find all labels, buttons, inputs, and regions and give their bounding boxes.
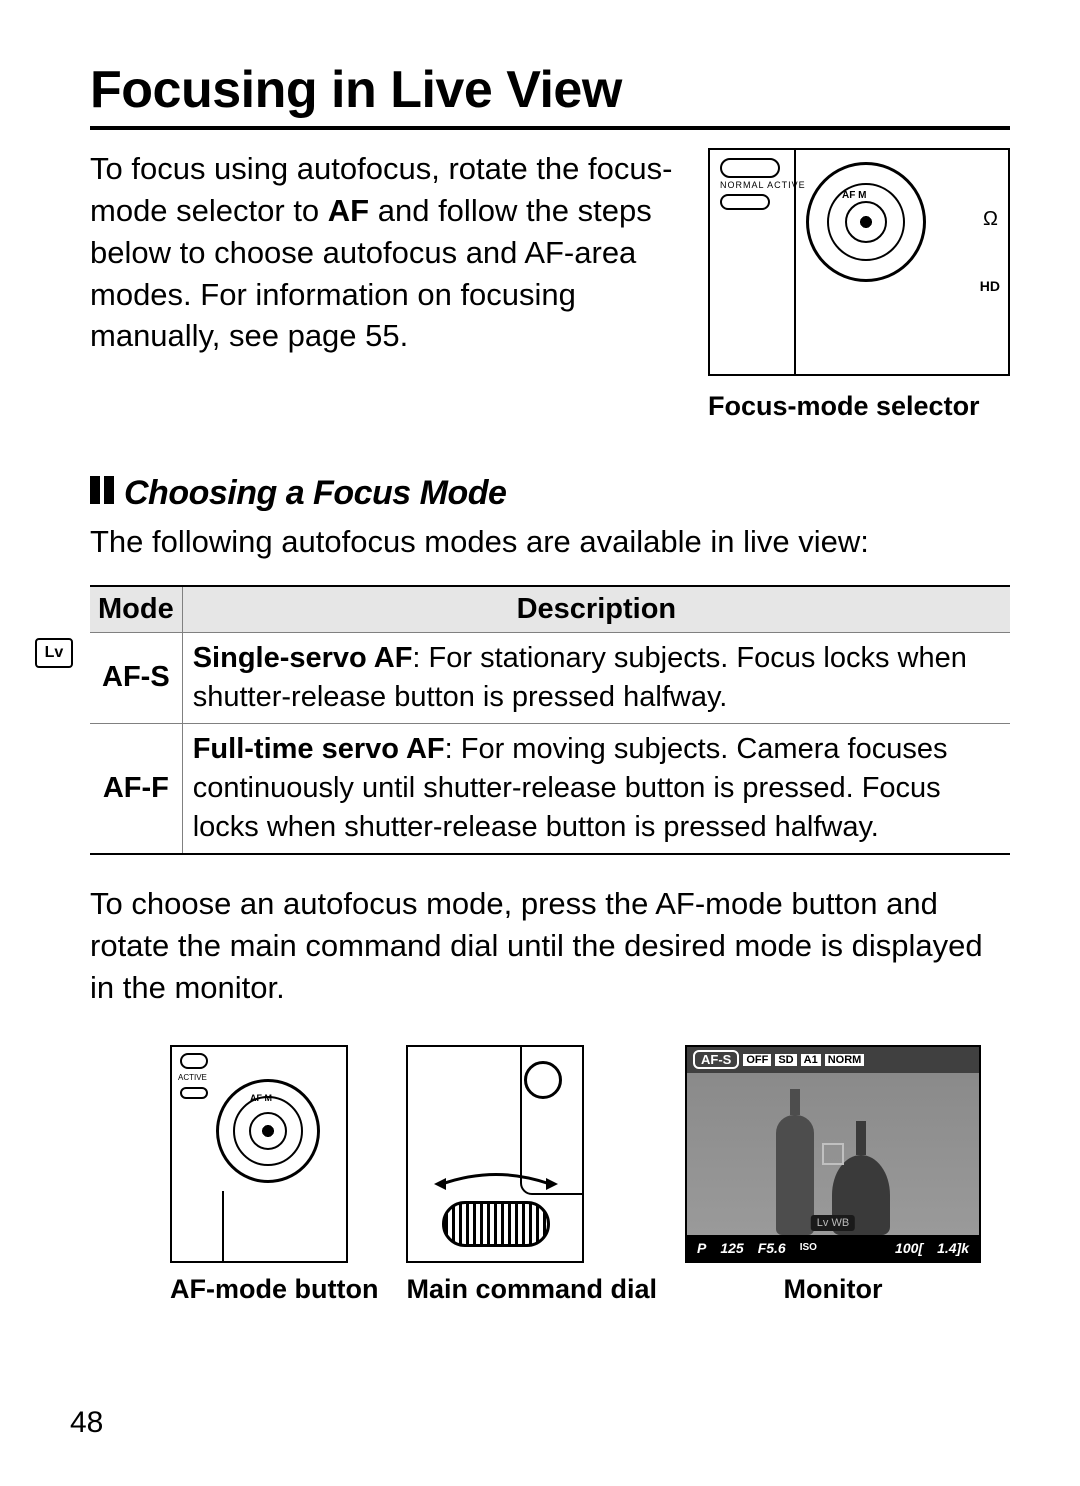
monitor-figure: AF-S OFF SD A1 NORM Lv WB P 125 F5.6 ISO bbox=[685, 1045, 981, 1307]
focus-modes-table: Mode Description AF-S Single-servo AF: F… bbox=[90, 585, 1010, 856]
monitor-aperture: F5.6 bbox=[758, 1240, 786, 1256]
monitor-iso-label: ISO bbox=[800, 1242, 817, 1253]
monitor-shutter: 125 bbox=[720, 1240, 743, 1256]
subhead-row: Choosing a Focus Mode bbox=[90, 474, 1010, 513]
focus-selector-illustration: NORMAL ACTIVE AF M Ω HD bbox=[708, 148, 1010, 376]
monitor-chip: NORM bbox=[825, 1054, 865, 1066]
monitor-mode: P bbox=[697, 1240, 706, 1256]
desc-label: Full-time servo AF bbox=[193, 733, 445, 765]
hd-label: HD bbox=[980, 278, 1000, 294]
af-button-illustration: ACTIVE AF M bbox=[170, 1045, 348, 1263]
cell-desc: Full-time servo AF: For moving subjects.… bbox=[182, 723, 1010, 854]
monitor-afs-badge: AF-S bbox=[693, 1050, 739, 1069]
af-label-active: ACTIVE bbox=[178, 1073, 207, 1082]
figure-row: ACTIVE AF M AF-mode button Main command … bbox=[170, 1045, 1010, 1307]
monitor-k: 1.4]k bbox=[937, 1240, 969, 1256]
command-dial-illustration bbox=[406, 1045, 584, 1263]
intro-row: To focus using autofocus, rotate the foc… bbox=[90, 148, 1010, 424]
monitor-mid-bar: Lv WB bbox=[811, 1215, 855, 1231]
cell-desc: Single-servo AF: For stationary subjects… bbox=[182, 632, 1010, 723]
af-label-afm: AF M bbox=[250, 1093, 272, 1103]
subhead-bars-icon bbox=[90, 476, 114, 504]
instruction-paragraph: To choose an autofocus mode, press the A… bbox=[90, 883, 1010, 1009]
monitor-top-bar: AF-S OFF SD A1 NORM bbox=[687, 1047, 979, 1073]
monitor-chip: OFF bbox=[743, 1054, 771, 1066]
monitor-chip: A1 bbox=[801, 1054, 821, 1066]
liveview-margin-icon: Lv bbox=[35, 638, 73, 668]
selector-label-active: NORMAL ACTIVE bbox=[720, 180, 806, 190]
focus-selector-figure: NORMAL ACTIVE AF M Ω HD Focus-mode selec… bbox=[708, 148, 1010, 424]
page-title: Focusing in Live View bbox=[90, 60, 1010, 130]
af-button-figure: ACTIVE AF M AF-mode button bbox=[170, 1045, 378, 1307]
monitor-illustration: AF-S OFF SD A1 NORM Lv WB P 125 F5.6 ISO bbox=[685, 1045, 981, 1263]
subhead: Choosing a Focus Mode bbox=[124, 474, 506, 513]
monitor-shots: 100[ bbox=[895, 1240, 923, 1256]
sub-intro: The following autofocus modes are availa… bbox=[90, 521, 1010, 563]
intro-text: To focus using autofocus, rotate the foc… bbox=[90, 148, 682, 424]
monitor-chip: SD bbox=[775, 1054, 796, 1066]
manual-page: Lv Focusing in Live View To focus using … bbox=[0, 0, 1080, 1486]
monitor-caption: Monitor bbox=[685, 1273, 981, 1307]
af-button-caption: AF-mode button bbox=[170, 1273, 378, 1307]
cell-mode: AF-S bbox=[90, 632, 182, 723]
selector-label-afm: AF M bbox=[842, 190, 866, 201]
focus-selector-caption: Focus-mode selector bbox=[708, 390, 1010, 424]
desc-label: Single-servo AF bbox=[193, 642, 413, 674]
monitor-scene bbox=[687, 1073, 979, 1235]
cell-mode: AF-F bbox=[90, 723, 182, 854]
th-desc: Description bbox=[182, 586, 1010, 633]
th-mode: Mode bbox=[90, 586, 182, 633]
intro-bold: AF bbox=[328, 193, 369, 228]
rotate-arrow-icon bbox=[430, 1171, 562, 1197]
table-header-row: Mode Description bbox=[90, 586, 1010, 633]
table-row: AF-F Full-time servo AF: For moving subj… bbox=[90, 723, 1010, 854]
headphone-icon: Ω bbox=[983, 208, 998, 231]
table-row: AF-S Single-servo AF: For stationary sub… bbox=[90, 632, 1010, 723]
page-number: 48 bbox=[70, 1406, 103, 1440]
command-dial-caption: Main command dial bbox=[406, 1273, 657, 1307]
focus-point-icon bbox=[822, 1143, 844, 1165]
command-dial-figure: Main command dial bbox=[406, 1045, 657, 1307]
monitor-bottom-bar: P 125 F5.6 ISO 100[ 1.4]k bbox=[687, 1235, 979, 1261]
